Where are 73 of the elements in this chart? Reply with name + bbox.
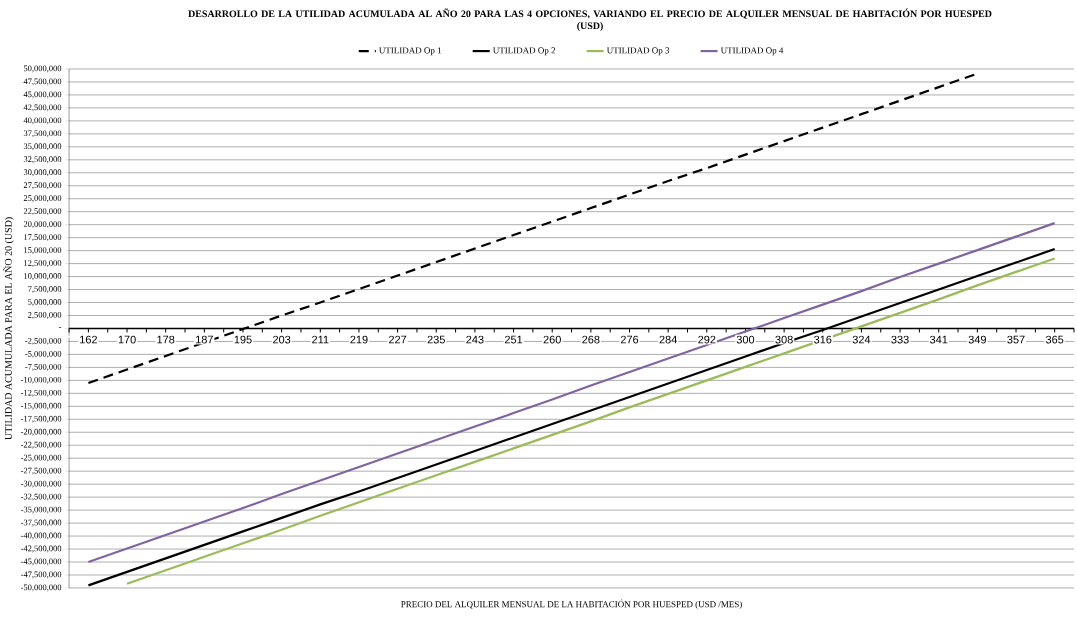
x-tick-label: 300	[736, 335, 755, 344]
x-tick-label: 341	[930, 335, 948, 344]
y-tick-label: 32,500,000	[23, 156, 62, 164]
y-axis-title: UTILIDAD ACUMULADA PARA EL AÑO 20 (USD)	[3, 217, 14, 440]
y-tick-label: -2,500,000	[25, 338, 62, 345]
x-tick-label: 227	[389, 335, 407, 344]
y-tick-label: 45,000,000	[23, 91, 62, 99]
y-tick-label: 35,000,000	[23, 143, 62, 151]
y-tick-label: -7,500,000	[25, 363, 62, 371]
y-tick-label: 42,500,000	[23, 104, 62, 112]
y-tick-label: -45,000,000	[20, 558, 62, 566]
y-tick-label: 10,000,000	[24, 273, 62, 281]
y-tick-label: -17,500,000	[20, 415, 62, 423]
y-tick-label: -35,000,000	[20, 506, 62, 514]
x-tick-label: 268	[582, 335, 600, 344]
y-tick-label: 15,000,000	[24, 247, 62, 255]
x-tick-label: 219	[350, 335, 368, 344]
x-tick-label: 365	[1045, 335, 1064, 344]
x-tick-label: 276	[620, 335, 639, 344]
legend-label: UTILIDAD Op 2	[492, 47, 556, 56]
y-tick-label: -40,000,000	[20, 532, 62, 540]
x-tick-label: 235	[427, 335, 445, 344]
x-tick-label: 195	[234, 335, 252, 344]
x-tick-label: 251	[504, 335, 523, 344]
y-tick-label: 30,000,000	[23, 169, 62, 177]
x-tick-label: 349	[968, 335, 986, 344]
y-tick-label: 20,000,000	[23, 221, 62, 229]
y-tick-label: -	[59, 327, 62, 328]
y-tick-label: -15,000,000	[20, 402, 62, 410]
y-tick-label: 47,500,000	[23, 78, 62, 86]
y-tick-label: -27,500,000	[20, 467, 62, 475]
y-tick-label: -30,000,000	[20, 480, 62, 488]
y-tick-label: 25,000,000	[23, 195, 62, 203]
legend-label: UTILIDAD Op 4	[720, 47, 784, 56]
y-tick-label: -47,500,000	[20, 571, 62, 579]
x-tick-label: 333	[891, 335, 909, 344]
y-tick-label: 12,500,000	[24, 260, 62, 268]
y-tick-label: -25,000,000	[20, 454, 62, 462]
y-tick-label: -37,500,000	[20, 519, 62, 527]
x-tick-label: 260	[543, 335, 561, 344]
y-tick-label: 22,500,000	[23, 208, 62, 216]
y-tick-label: 5,000,000	[28, 299, 62, 306]
y-tick-label: 40,000,000	[23, 117, 62, 125]
y-tick-label: -20,000,000	[20, 428, 62, 436]
y-tick-label: -32,500,000	[20, 493, 62, 501]
y-tick-label: -10,000,000	[20, 376, 62, 384]
chart-title: DESARROLLO DE LA UTILIDAD ACUMULADA AL AÑO 20 PARA LAS 4 OPCIONES, VARIANDO EL PRECIO DE ALQUILER MENSUAL DE HABITACIÓN POR HUESPED (USD)	[188, 8, 992, 32]
y-tick-label: -5,000,000	[25, 350, 62, 358]
x-tick-label: 292	[698, 335, 716, 344]
y-tick-label: -22,500,000	[20, 441, 62, 449]
x-tick-label: 324	[852, 335, 871, 344]
y-tick-label: 37,500,000	[23, 130, 62, 138]
x-tick-label: 170	[118, 335, 136, 344]
x-tick-label: 162	[80, 335, 97, 344]
x-axis-title: PRECIO DEL ALQUILER MENSUAL DE LA HABITACIÓN POR HUESPED (USD /MES)	[401, 599, 742, 610]
x-tick-label: 357	[1007, 335, 1025, 344]
legend-label: UTILIDAD Op 1	[379, 47, 442, 56]
y-tick-label: 27,500,000	[23, 182, 62, 190]
x-tick-label: 187	[196, 335, 213, 344]
x-tick-label: 243	[466, 335, 484, 344]
y-tick-label: -42,500,000	[20, 545, 62, 553]
x-tick-label: 178	[157, 335, 175, 344]
y-tick-label: -12,500,000	[20, 389, 62, 397]
x-tick-label: 211	[312, 335, 329, 344]
x-tick-label: 203	[273, 335, 291, 344]
y-tick-label: 17,500,000	[24, 234, 62, 242]
x-tick-label: 308	[775, 335, 793, 344]
y-tick-label: 50,000,000	[23, 65, 62, 73]
y-tick-label: -50,000,000	[20, 584, 62, 592]
y-tick-label: 7,500,000	[28, 286, 62, 294]
y-tick-label: 2,500,000	[28, 312, 62, 319]
legend-label: UTILIDAD Op 3	[606, 47, 670, 56]
x-tick-label: 284	[659, 335, 677, 344]
